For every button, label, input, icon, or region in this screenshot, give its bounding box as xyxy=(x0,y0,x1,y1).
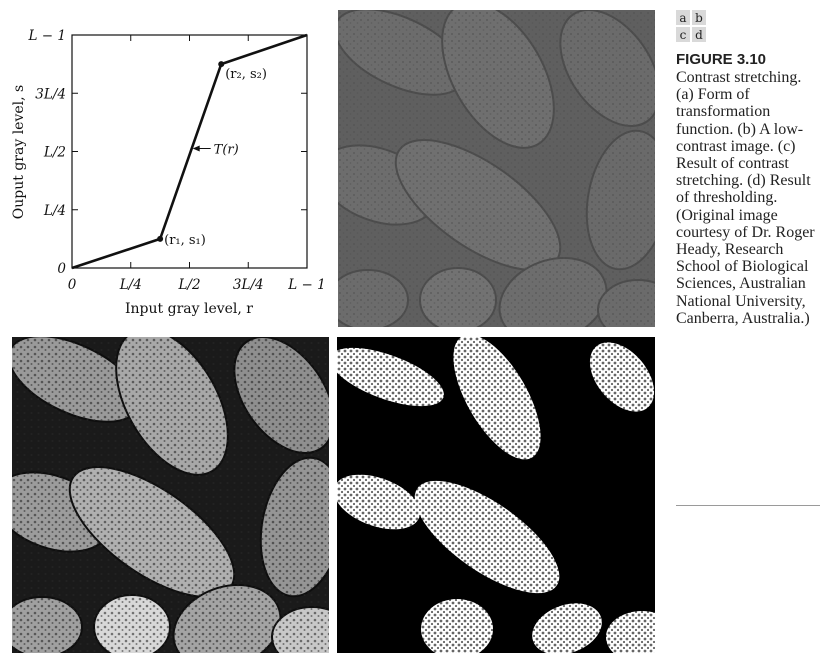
panel-layout-key: a b c d xyxy=(676,10,710,42)
control-point-1 xyxy=(157,235,164,242)
figure-caption: a b c d FIGURE 3.10 Contrast stretching.… xyxy=(676,10,820,327)
panel-a-transformation-plot: 0 L/4 L/2 3L/4 L − 1 0 L/4 L/2 3L/4 L − 1 (r₁, s… xyxy=(0,0,330,330)
control-point-2-label: (r₂, s₂) xyxy=(225,67,267,82)
x-tick-label: 3L/4 xyxy=(233,277,264,293)
curve-label: T(r) xyxy=(214,143,239,158)
caption-divider xyxy=(676,505,820,506)
y-tick-label: L/4 xyxy=(43,203,66,219)
figure-caption-text: Contrast stretching. (a) Form of transfo… xyxy=(676,69,815,327)
pollen-image-stretched xyxy=(12,337,329,653)
curve-label-arrowhead xyxy=(192,145,200,152)
transformation-chart: 0 L/4 L/2 3L/4 L − 1 0 L/4 L/2 3L/4 L − 1 (r₁, s… xyxy=(11,28,326,317)
panel-b-low-contrast-image xyxy=(338,10,655,327)
panel-d-thresholded-image xyxy=(337,337,655,653)
x-axis-title: Input gray level, r xyxy=(125,301,253,317)
transformation-curve xyxy=(71,33,308,270)
panel-c-contrast-stretched-image xyxy=(12,337,329,653)
y-tick-label: 0 xyxy=(57,261,66,277)
y-tick-label: L/2 xyxy=(43,145,66,161)
layout-key-d: d xyxy=(692,27,706,42)
y-tick-label: L − 1 xyxy=(28,28,66,44)
x-tick-label: L − 1 xyxy=(287,277,325,293)
layout-key-a: a xyxy=(676,10,690,25)
x-tick-label: L/4 xyxy=(119,277,142,293)
layout-key-c: c xyxy=(676,27,690,42)
pollen-image-thresholded xyxy=(337,337,655,653)
pollen-image-low-contrast xyxy=(338,10,655,327)
control-point-2 xyxy=(218,61,225,68)
y-tick-label: 3L/4 xyxy=(35,86,66,102)
x-tick-label: L/2 xyxy=(177,277,200,293)
figure-label: FIGURE 3.10 xyxy=(676,51,767,68)
x-tick-label: 0 xyxy=(68,277,77,293)
y-axis-title: Ouput gray level, s xyxy=(11,85,27,219)
layout-key-b: b xyxy=(692,10,706,25)
control-point-1-label: (r₁, s₁) xyxy=(164,233,206,248)
